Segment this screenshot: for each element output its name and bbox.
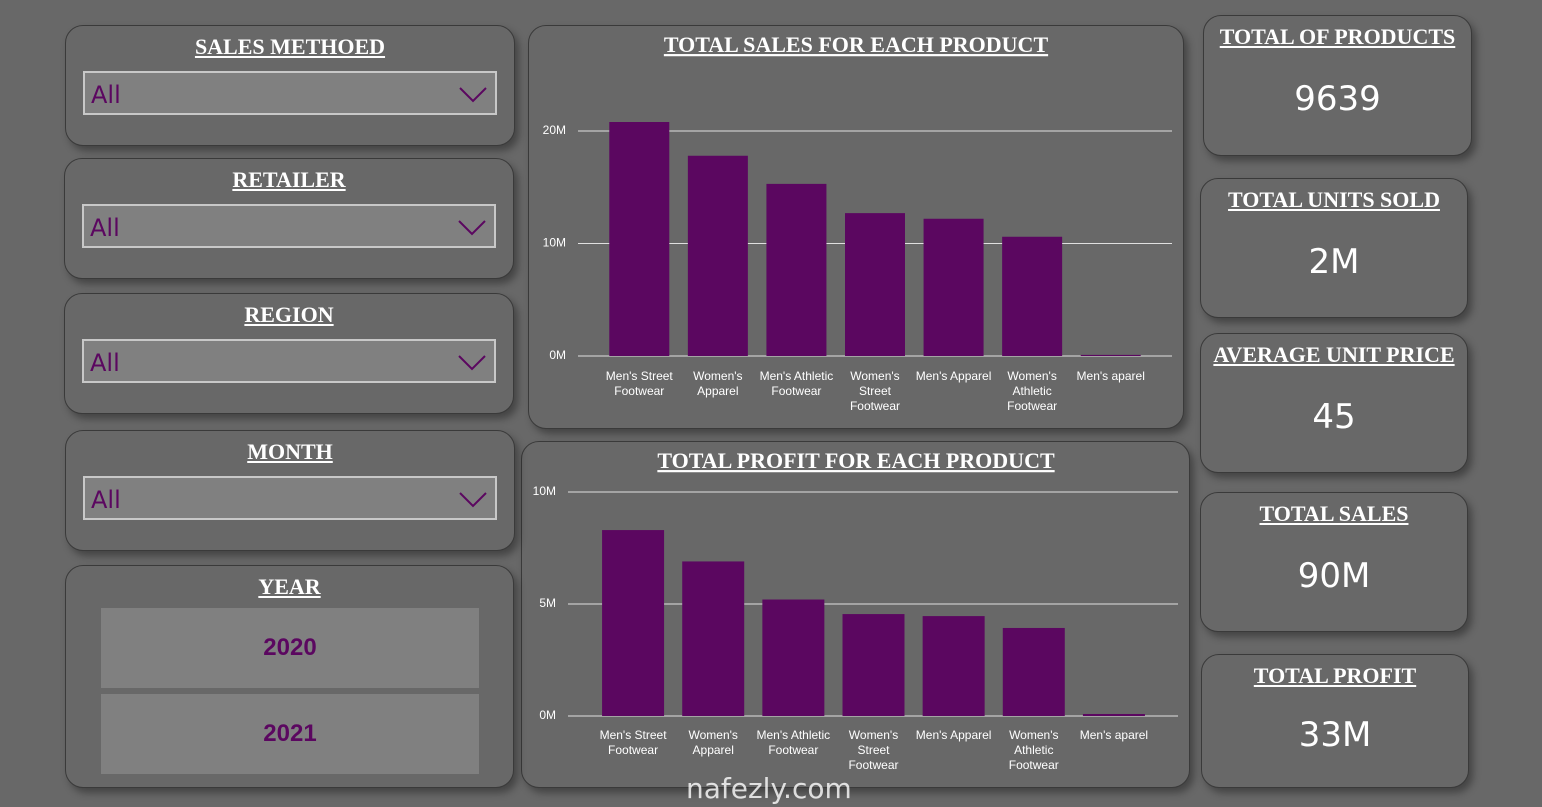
x-tick-label: Women's Athletic Footwear xyxy=(1008,728,1059,772)
slicer-panel: SALES METHOED All xyxy=(65,25,515,146)
card-value: 9639 xyxy=(1294,79,1381,120)
x-label-box: Men's aparel xyxy=(1076,369,1145,383)
chevron xyxy=(459,492,487,508)
chevron xyxy=(458,355,486,371)
slicer-title: SALES METHOED xyxy=(194,34,386,59)
y-tick-label: 0M xyxy=(539,708,556,722)
chart-title: TOTAL PROFIT FOR EACH PRODUCT xyxy=(657,448,1055,473)
year-panel: YEAR 2020 2021 xyxy=(65,565,514,788)
x-tick-label: Men's Street Footwear xyxy=(605,369,673,398)
x-label-box: Women's Apparel xyxy=(688,728,738,757)
x-tick-label: Women's Apparel xyxy=(688,728,738,757)
x-label-box: Men's Athletic Footwear xyxy=(759,369,834,398)
year-option[interactable]: 2021 xyxy=(101,694,479,774)
x-tick-label: Women's Athletic Footwear xyxy=(1007,369,1058,413)
bar xyxy=(766,183,827,356)
bar xyxy=(845,213,905,356)
bar xyxy=(762,599,825,716)
x-label-box: Men's Athletic Footwear xyxy=(756,728,831,757)
kpi-card: TOTAL SALES 90M xyxy=(1200,492,1468,632)
x-tick-label: Men's Apparel xyxy=(915,369,992,383)
card-value: 2M xyxy=(1308,242,1360,282)
x-tick-label: Women's Street Footwear xyxy=(848,728,899,772)
bar xyxy=(602,530,665,716)
dropdown-value: All xyxy=(91,81,121,109)
card-title: TOTAL PROFIT xyxy=(1253,663,1417,688)
x-tick-label: Men's Street Footwear xyxy=(599,728,667,757)
kpi-card: AVERAGE UNIT PRICE 45 xyxy=(1200,333,1468,473)
card-title: TOTAL SALES xyxy=(1259,501,1409,526)
bar xyxy=(923,218,984,356)
year-title: YEAR xyxy=(258,574,321,599)
x-label-box: Men's Apparel xyxy=(915,369,992,383)
chevron xyxy=(458,220,486,236)
y-tick-label: 20M xyxy=(543,123,566,137)
bar xyxy=(682,561,745,716)
slicer-title: MONTH xyxy=(247,439,333,464)
x-label-box: Women's Apparel xyxy=(693,369,743,398)
dropdown-value: All xyxy=(91,486,121,514)
slicer-title: RETAILER xyxy=(232,167,346,192)
card-title: TOTAL UNITS SOLD xyxy=(1228,187,1440,212)
dropdown[interactable]: All xyxy=(82,204,496,248)
dropdown[interactable]: All xyxy=(82,339,496,383)
x-label-box: Men's Street Footwear xyxy=(599,728,667,757)
x-tick-label: Women's Street Footwear xyxy=(849,369,900,413)
watermark: nafezly.com xyxy=(686,772,852,805)
card-value: 33M xyxy=(1298,715,1372,756)
bar xyxy=(842,614,905,716)
bar xyxy=(922,616,985,716)
dropdown[interactable]: All xyxy=(83,71,497,115)
x-label-box: Women's Athletic Footwear xyxy=(1008,728,1059,772)
y-tick-label: 10M xyxy=(543,236,566,250)
x-label-box: Women's Street Footwear xyxy=(849,369,900,413)
x-tick-label: Men's aparel xyxy=(1079,728,1149,742)
kpi-card: TOTAL OF PRODUCTS 9639 xyxy=(1203,15,1472,156)
x-label-box: Men's Street Footwear xyxy=(605,369,673,398)
bar xyxy=(1082,713,1145,716)
dropdown[interactable]: All xyxy=(83,476,497,520)
dropdown-value: All xyxy=(90,349,120,377)
y-tick-label: 10M xyxy=(533,484,556,498)
bar xyxy=(1080,354,1141,356)
y-tick-label: 5M xyxy=(539,596,556,610)
slicer-panel: REGION All xyxy=(64,293,514,414)
slicer-panel: MONTH All xyxy=(65,430,515,551)
dropdown-value: All xyxy=(90,214,120,242)
card-value: 45 xyxy=(1312,397,1356,437)
card-value: 90M xyxy=(1297,556,1371,596)
bar xyxy=(609,122,670,356)
y-tick-label: 0M xyxy=(549,348,566,362)
slicer-title: REGION xyxy=(244,302,334,327)
year-option[interactable]: 2020 xyxy=(101,608,479,688)
x-label-box: Women's Athletic Footwear xyxy=(1007,369,1058,413)
x-tick-label: Men's aparel xyxy=(1076,369,1145,383)
x-tick-label: Men's Apparel xyxy=(915,728,992,742)
card-title: TOTAL OF PRODUCTS xyxy=(1219,24,1456,49)
x-tick-label: Women's Apparel xyxy=(693,369,743,398)
kpi-card: TOTAL PROFIT 33M xyxy=(1201,654,1469,788)
kpi-card: TOTAL UNITS SOLD 2M xyxy=(1200,178,1468,318)
slicer-panel: RETAILER All xyxy=(64,158,514,279)
x-tick-label: Men's Athletic Footwear xyxy=(759,369,834,398)
bar xyxy=(687,155,748,356)
card-title: AVERAGE UNIT PRICE xyxy=(1213,342,1455,367)
x-label-box: Men's Apparel xyxy=(915,728,992,742)
bar xyxy=(1002,236,1063,356)
x-tick-label: Men's Athletic Footwear xyxy=(756,728,831,757)
bar xyxy=(1002,627,1065,716)
x-label-box: Women's Street Footwear xyxy=(848,728,899,772)
chevron xyxy=(459,87,487,103)
x-label-box: Men's aparel xyxy=(1079,728,1149,742)
chart-title: TOTAL SALES FOR EACH PRODUCT xyxy=(664,32,1049,57)
